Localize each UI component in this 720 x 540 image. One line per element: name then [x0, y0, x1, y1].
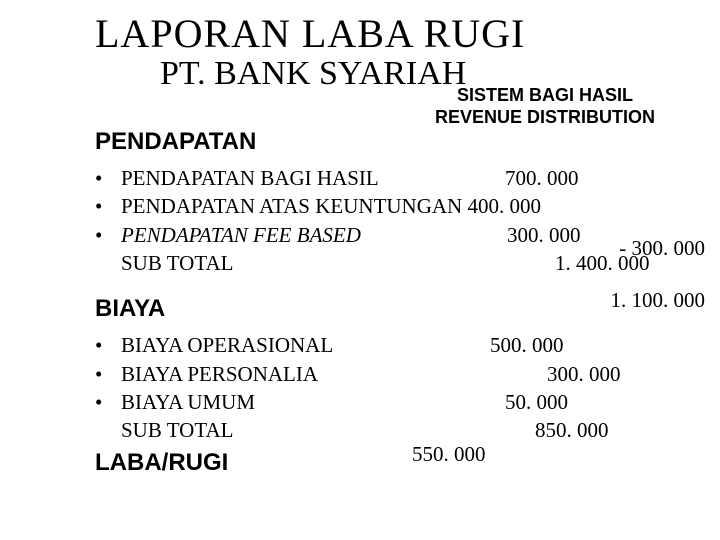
- item-label: PENDAPATAN FEE BASED: [121, 221, 361, 249]
- bullet-icon: •: [95, 331, 121, 359]
- list-item: SUB TOTAL 1. 400. 000: [95, 249, 690, 277]
- right-note-total: 1. 100. 000: [611, 288, 706, 313]
- item-label: BIAYA PERSONALIA: [121, 360, 318, 388]
- item-label: BIAYA OPERASIONAL: [121, 331, 333, 359]
- item-value: 850. 000: [535, 416, 609, 444]
- item-label: PENDAPATAN ATAS KEUNTUNGAN 400. 000: [121, 192, 541, 220]
- list-item: • BIAYA OPERASIONAL 500. 000: [95, 331, 690, 359]
- system-label: SISTEM BAGI HASIL REVENUE DISTRIBUTION: [435, 85, 655, 128]
- system-label-line1: SISTEM BAGI HASIL: [435, 85, 655, 107]
- bullet-icon: •: [95, 164, 121, 192]
- list-item: • PENDAPATAN BAGI HASIL 700. 000: [95, 164, 690, 192]
- item-value: 500. 000: [490, 331, 564, 359]
- list-item: • BIAYA UMUM 50. 000: [95, 388, 690, 416]
- item-label: SUB TOTAL: [121, 249, 233, 277]
- list-item: • PENDAPATAN FEE BASED 300. 000: [95, 221, 690, 249]
- bullet-icon: •: [95, 192, 121, 220]
- bullet-icon: [95, 249, 121, 277]
- item-value: 300. 000: [547, 360, 621, 388]
- bullet-icon: •: [95, 360, 121, 388]
- list-item: • PENDAPATAN ATAS KEUNTUNGAN 400. 000: [95, 192, 690, 220]
- item-value: 300. 000: [507, 221, 581, 249]
- item-value: 50. 000: [505, 388, 568, 416]
- list-item: • BIAYA PERSONALIA 300. 000: [95, 360, 690, 388]
- biaya-items: • BIAYA OPERASIONAL 500. 000 • BIAYA PER…: [95, 331, 690, 444]
- section-header-pendapatan: PENDAPATAN: [95, 128, 690, 156]
- laba-value: 550. 000: [412, 442, 486, 467]
- list-item: SUB TOTAL 850. 000: [95, 416, 690, 444]
- right-note-minus: - 300. 000: [619, 236, 705, 261]
- bullet-icon: •: [95, 388, 121, 416]
- item-label: BIAYA UMUM: [121, 388, 255, 416]
- pendapatan-items: • PENDAPATAN BAGI HASIL 700. 000 • PENDA…: [95, 164, 690, 277]
- bullet-icon: •: [95, 221, 121, 249]
- bullet-icon: [95, 416, 121, 444]
- section-header-biaya: BIAYA: [95, 295, 690, 323]
- system-label-line2: REVENUE DISTRIBUTION: [435, 107, 655, 129]
- title-main: LAPORAN LABA RUGI: [95, 10, 690, 57]
- section-header-laba: LABA/RUGI: [95, 449, 690, 477]
- item-value: 700. 000: [505, 164, 579, 192]
- item-label: PENDAPATAN BAGI HASIL: [121, 164, 379, 192]
- item-label: SUB TOTAL: [121, 416, 233, 444]
